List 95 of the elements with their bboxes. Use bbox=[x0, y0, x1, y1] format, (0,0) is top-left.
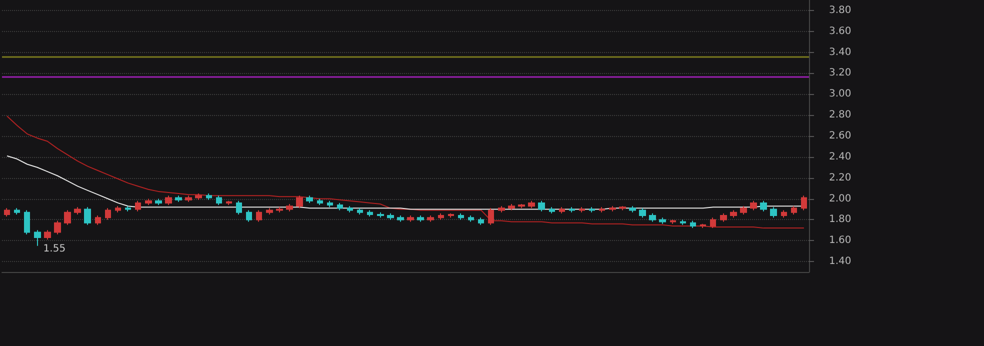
y-tick-label: 1.60 bbox=[829, 235, 852, 246]
candlestick bbox=[538, 200, 545, 212]
candlestick bbox=[377, 212, 384, 218]
y-tick-label: 1.40 bbox=[829, 256, 852, 268]
candlestick bbox=[801, 195, 807, 211]
candlestick bbox=[115, 206, 121, 213]
candlestick bbox=[730, 210, 737, 218]
y-tick-label: 2.40 bbox=[829, 151, 852, 162]
candlestick bbox=[387, 212, 394, 220]
candlestick bbox=[347, 206, 353, 213]
candlestick bbox=[649, 212, 656, 222]
y-tick-label: 3.00 bbox=[829, 88, 852, 100]
candlestick bbox=[458, 212, 464, 220]
candlestick bbox=[95, 215, 101, 226]
candlestick bbox=[327, 200, 333, 208]
candlestick bbox=[216, 195, 222, 206]
candlestick bbox=[256, 210, 262, 222]
candlestick bbox=[125, 206, 131, 212]
candlestick bbox=[357, 208, 363, 215]
candlestick bbox=[4, 208, 10, 218]
candlestick bbox=[236, 200, 242, 215]
y-tick-label: 2.60 bbox=[829, 130, 852, 142]
candlestick bbox=[286, 204, 293, 212]
candlestick bbox=[438, 212, 444, 220]
candlestick bbox=[105, 208, 111, 220]
candlestick bbox=[579, 206, 585, 213]
candlestick bbox=[427, 215, 434, 222]
candlestick bbox=[720, 212, 727, 222]
y-tick-label: 2.80 bbox=[829, 110, 852, 121]
y-tick-label: 1.80 bbox=[829, 214, 852, 226]
candlestick bbox=[417, 215, 424, 222]
candlestick bbox=[629, 206, 636, 213]
candlestick bbox=[508, 204, 515, 211]
candlestick bbox=[135, 200, 141, 212]
candlestick bbox=[14, 208, 20, 215]
candlestick bbox=[64, 210, 71, 226]
candlestick bbox=[337, 202, 343, 211]
candlestick bbox=[478, 217, 484, 226]
candlestick bbox=[296, 195, 303, 209]
candlestick bbox=[569, 206, 575, 213]
annotation: 1.55 bbox=[43, 243, 66, 254]
candlestick bbox=[155, 198, 162, 206]
candlestick bbox=[750, 200, 757, 211]
candlestick bbox=[266, 208, 273, 215]
candlestick bbox=[276, 206, 283, 213]
candlestick bbox=[44, 230, 51, 240]
candlestick bbox=[34, 230, 41, 246]
candlestick bbox=[246, 210, 252, 222]
y-tick-label: 2.00 bbox=[829, 193, 852, 204]
candlestick bbox=[781, 210, 787, 218]
candlestick bbox=[549, 206, 555, 214]
y-tick-label: 3.60 bbox=[829, 26, 852, 37]
candlestick bbox=[306, 195, 313, 204]
y-tick-label: 2.20 bbox=[829, 172, 852, 184]
line-series bbox=[6, 116, 804, 229]
y-tick-label: 3.80 bbox=[829, 4, 852, 16]
candlestick bbox=[710, 217, 716, 229]
candlestick bbox=[659, 217, 666, 224]
candlestick bbox=[670, 219, 676, 224]
candlestick bbox=[619, 206, 626, 211]
candlestick bbox=[690, 220, 696, 229]
candlestick bbox=[770, 206, 777, 218]
candlestick bbox=[680, 219, 686, 226]
candlestick bbox=[206, 193, 212, 200]
candlestick bbox=[791, 206, 797, 215]
candlestick bbox=[54, 220, 61, 235]
candlestick bbox=[185, 195, 192, 202]
candlestick bbox=[528, 200, 535, 209]
y-tick-label: 3.20 bbox=[829, 68, 852, 79]
candlestick bbox=[367, 210, 373, 218]
candlestick bbox=[448, 212, 454, 218]
candlestick bbox=[226, 200, 232, 206]
candlestick bbox=[498, 206, 505, 213]
candlestick bbox=[559, 206, 565, 214]
candlestick bbox=[175, 195, 182, 202]
candlestick bbox=[24, 210, 30, 235]
candlestick bbox=[740, 206, 747, 215]
candlestick bbox=[145, 198, 152, 206]
candlestick bbox=[165, 195, 172, 206]
candlestick bbox=[700, 223, 706, 229]
candlestick bbox=[317, 198, 323, 206]
candlestick bbox=[589, 206, 595, 213]
candlestick bbox=[84, 206, 91, 226]
candlestick bbox=[74, 206, 81, 215]
candlestick bbox=[397, 215, 404, 222]
candlestick bbox=[468, 215, 474, 222]
candlestick bbox=[195, 193, 202, 200]
candlestick bbox=[599, 206, 605, 213]
candlestick bbox=[518, 204, 525, 209]
candlestick bbox=[407, 215, 414, 222]
candlestick bbox=[609, 206, 616, 212]
candlestick bbox=[639, 208, 646, 218]
y-tick-label: 3.40 bbox=[829, 46, 852, 58]
candlestick bbox=[760, 200, 767, 212]
candlestick bbox=[488, 208, 494, 226]
